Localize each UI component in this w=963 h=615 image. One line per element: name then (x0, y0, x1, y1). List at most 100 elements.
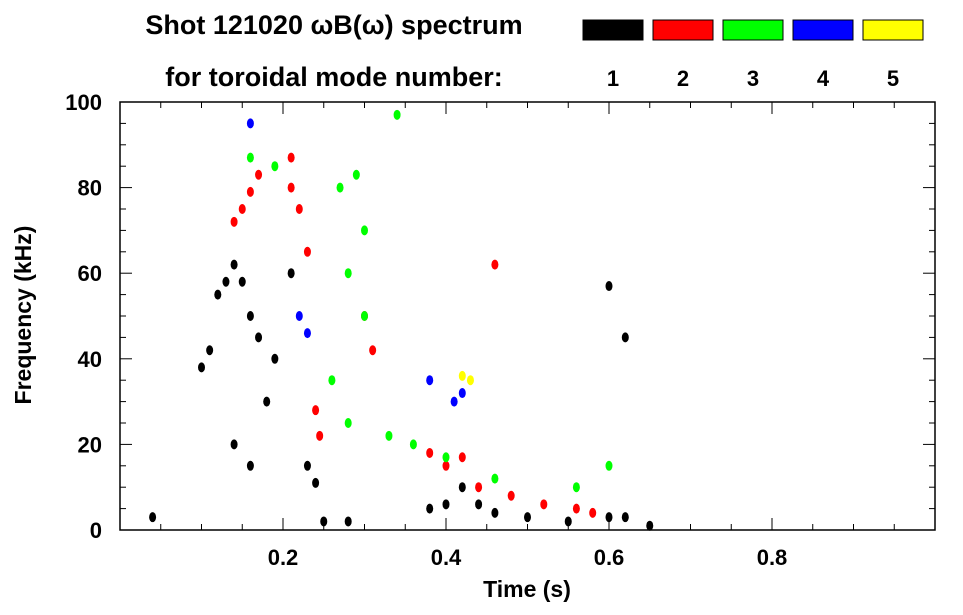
point-mode-1 (222, 276, 230, 287)
point-mode-3 (271, 161, 279, 172)
y-tick-label: 80 (78, 176, 102, 201)
y-tick-label: 20 (78, 432, 102, 457)
data-marks (149, 109, 654, 531)
point-mode-2 (312, 405, 320, 416)
plot-frame (119, 101, 936, 531)
point-mode-3 (344, 418, 352, 428)
point-mode-3 (361, 225, 368, 236)
point-mode-2 (458, 452, 466, 463)
y-tick-label: 0 (90, 518, 102, 543)
point-mode-2 (507, 490, 515, 501)
point-mode-3 (385, 430, 393, 441)
point-mode-3 (352, 169, 360, 180)
point-mode-1 (646, 520, 654, 531)
point-mode-1 (475, 499, 483, 510)
legend-swatch-1 (582, 19, 644, 41)
point-mode-5 (458, 370, 466, 381)
x-axis-label: Time (s) (483, 576, 571, 602)
point-mode-1 (605, 281, 613, 292)
point-mode-2 (287, 152, 295, 163)
point-mode-1 (255, 332, 263, 343)
y-axis-label: Frequency (kHz) (10, 226, 36, 405)
point-mode-1 (312, 477, 320, 488)
point-mode-2 (246, 186, 254, 197)
point-mode-3 (344, 268, 352, 279)
point-mode-3 (491, 473, 499, 484)
point-mode-4 (458, 388, 466, 399)
point-mode-3 (442, 452, 450, 463)
chart-title: Shot 121020 ωB(ω) spectrum (145, 10, 522, 40)
point-mode-3 (572, 482, 580, 493)
point-mode-1 (426, 503, 434, 514)
point-mode-2 (369, 345, 377, 356)
point-mode-2 (589, 507, 597, 518)
point-mode-3 (605, 460, 613, 471)
y-tick-label: 100 (65, 90, 102, 115)
point-mode-1 (238, 276, 246, 287)
point-mode-1 (564, 516, 572, 527)
legend-label-5: 5 (887, 66, 899, 91)
point-mode-2 (287, 182, 295, 193)
point-mode-2 (475, 482, 483, 493)
point-mode-1 (287, 268, 295, 279)
point-mode-2 (540, 499, 548, 510)
point-mode-1 (442, 499, 450, 510)
point-mode-3 (336, 182, 344, 193)
chart-subtitle: for toroidal mode number: (165, 62, 503, 92)
point-mode-1 (320, 516, 328, 527)
point-mode-4 (426, 375, 434, 386)
legend-label-1: 1 (607, 66, 619, 91)
x-tick-label: 0.6 (594, 545, 625, 570)
point-mode-3 (328, 375, 336, 386)
point-mode-1 (206, 345, 214, 356)
x-tick-label: 0.2 (268, 545, 299, 570)
point-mode-1 (246, 311, 254, 321)
point-mode-1 (230, 259, 238, 270)
point-mode-1 (230, 439, 238, 450)
point-mode-1 (263, 396, 271, 407)
legend-label-2: 2 (677, 66, 689, 91)
legend-label-3: 3 (747, 66, 759, 91)
point-mode-1 (621, 332, 629, 343)
point-mode-2 (230, 216, 238, 227)
point-mode-4 (246, 118, 254, 129)
point-mode-3 (393, 109, 401, 120)
point-mode-4 (450, 396, 458, 407)
point-mode-1 (605, 512, 613, 523)
legend-swatch-3 (722, 19, 784, 41)
point-mode-4 (295, 311, 303, 321)
point-mode-2 (303, 246, 311, 257)
point-mode-1 (621, 512, 629, 523)
x-tick-label: 0.8 (757, 545, 788, 570)
point-mode-1 (214, 289, 222, 300)
point-mode-3 (409, 439, 417, 450)
point-mode-2 (316, 430, 324, 441)
point-mode-2 (238, 204, 246, 214)
point-mode-5 (466, 375, 474, 386)
point-mode-4 (303, 328, 311, 339)
point-mode-1 (271, 353, 279, 364)
point-mode-2 (426, 447, 434, 458)
point-mode-2 (572, 503, 580, 514)
axis-ticks: 0.2 0.4 0.6 0.8 0 20 40 60 80 100 (65, 90, 935, 570)
point-mode-1 (491, 507, 499, 518)
legend-label-4: 4 (817, 66, 830, 91)
point-mode-2 (295, 204, 303, 214)
point-mode-1 (458, 482, 466, 493)
point-mode-1 (524, 512, 531, 523)
legend: 1 2 3 4 5 (582, 19, 924, 91)
point-mode-3 (361, 311, 368, 321)
point-mode-1 (303, 460, 311, 471)
point-mode-1 (149, 512, 157, 523)
y-tick-label: 40 (78, 347, 102, 372)
y-tick-label: 60 (78, 261, 102, 286)
point-mode-1 (246, 460, 254, 471)
legend-swatch-2 (652, 19, 714, 41)
point-mode-2 (491, 259, 499, 270)
legend-swatch-5 (862, 19, 924, 41)
point-mode-3 (246, 152, 254, 163)
point-mode-2 (255, 169, 263, 180)
point-mode-1 (198, 362, 205, 373)
legend-swatch-4 (792, 19, 854, 41)
